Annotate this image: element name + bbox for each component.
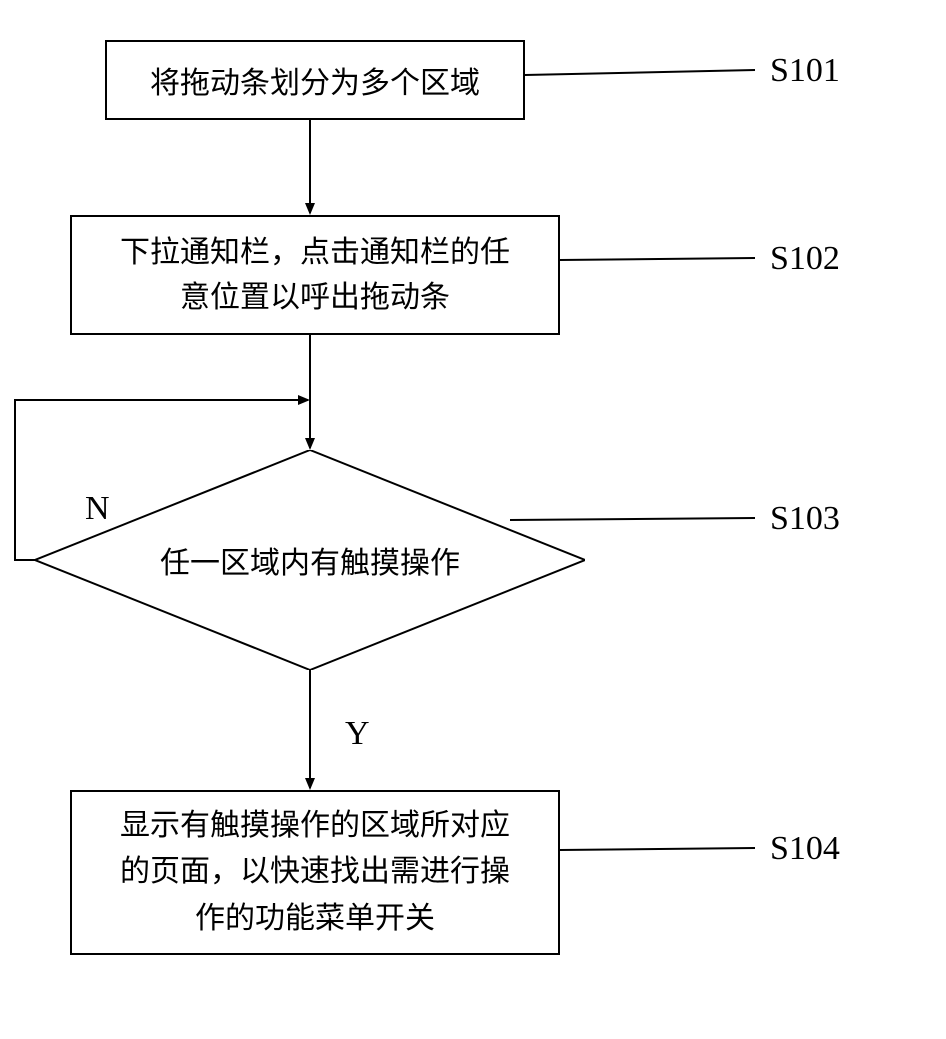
flowchart-box-s101: 将拖动条划分为多个区域 bbox=[105, 40, 525, 120]
leader-s101 bbox=[525, 70, 755, 75]
step-label-s101: S101 bbox=[770, 52, 840, 90]
leader-s102 bbox=[560, 258, 755, 260]
box-text: 下拉通知栏，点击通知栏的任 意位置以呼出拖动条 bbox=[120, 230, 510, 320]
step-label-s104: S104 bbox=[770, 830, 840, 868]
flowchart-box-s104: 显示有触摸操作的区域所对应 的页面，以快速找出需进行操 作的功能菜单开关 bbox=[70, 790, 560, 955]
step-label-s102: S102 bbox=[770, 240, 840, 278]
step-label-s103: S103 bbox=[770, 500, 840, 538]
flowchart-decision-s103: 任一区域内有触摸操作 bbox=[35, 450, 585, 670]
box-text: 显示有触摸操作的区域所对应 的页面，以快速找出需进行操 作的功能菜单开关 bbox=[120, 803, 510, 943]
flowchart-box-s102: 下拉通知栏，点击通知栏的任 意位置以呼出拖动条 bbox=[70, 215, 560, 335]
leader-s104 bbox=[560, 848, 755, 850]
flow-label-yes: Y bbox=[345, 715, 370, 753]
box-text: 将拖动条划分为多个区域 bbox=[150, 58, 480, 102]
diamond-text: 任一区域内有触摸操作 bbox=[35, 450, 585, 670]
flow-label-no: N bbox=[85, 490, 110, 528]
